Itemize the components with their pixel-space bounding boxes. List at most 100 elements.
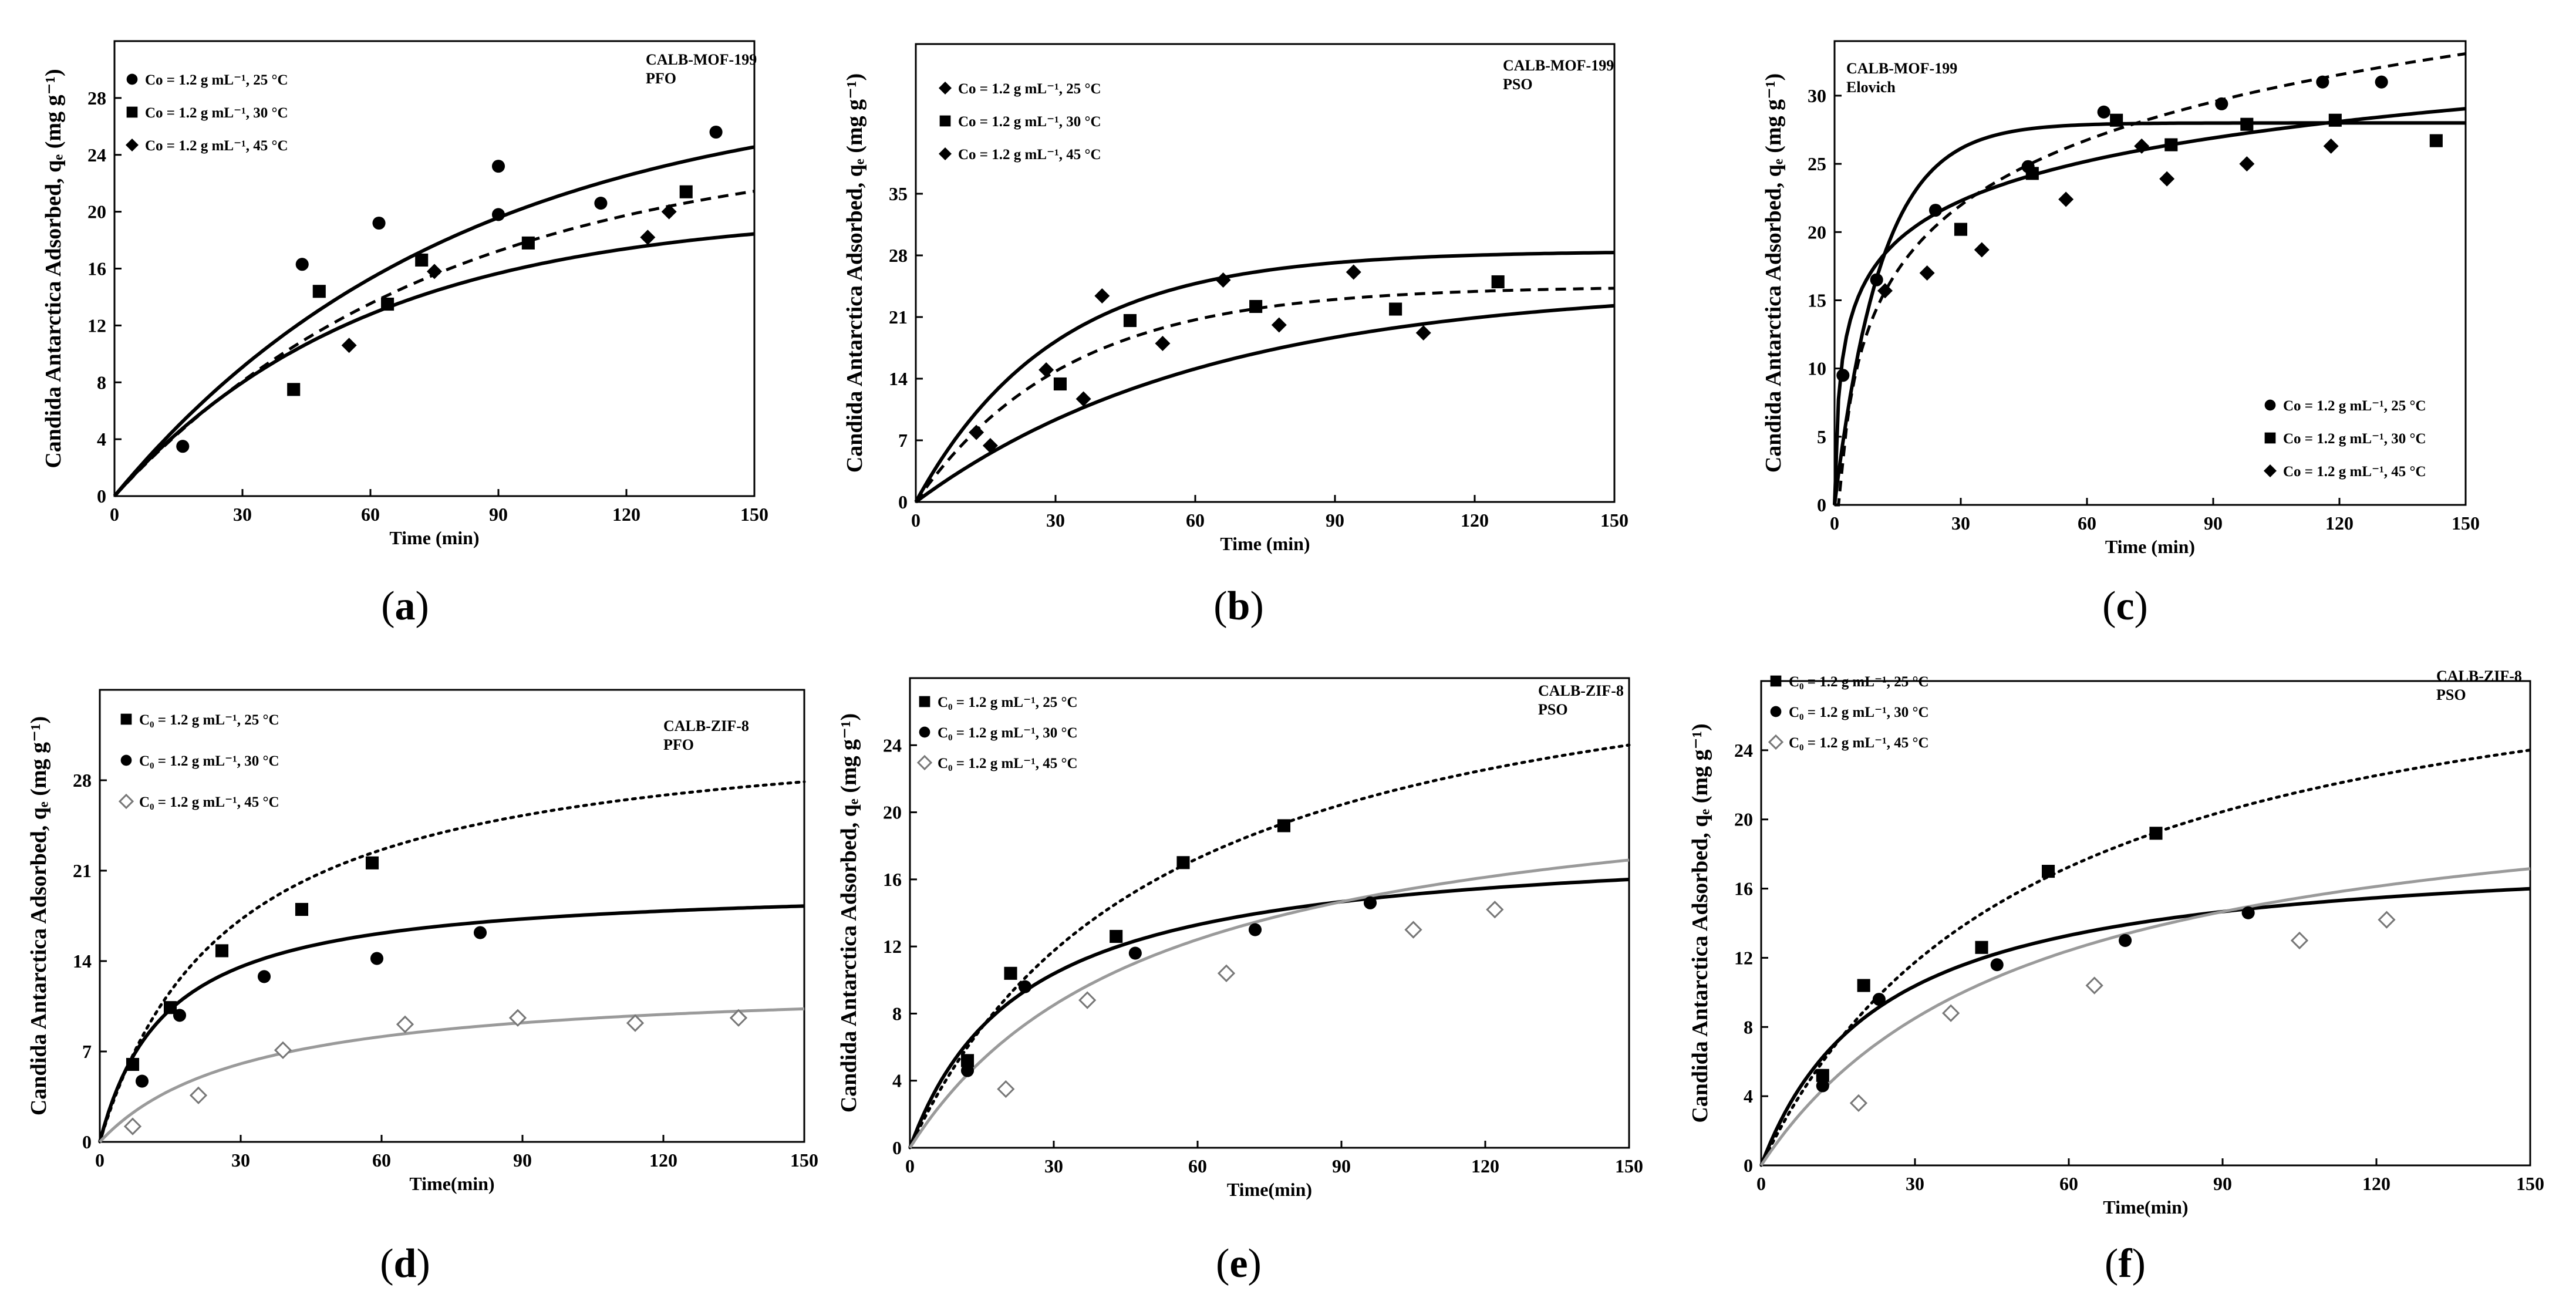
panel-annotation: PSO (2436, 686, 2466, 703)
fit-curve-series-2 (113, 190, 755, 497)
x-tick-label: 30 (1044, 1155, 1063, 1177)
x-tick-label: 30 (1906, 1173, 1924, 1194)
x-tick-label: 60 (1186, 510, 1205, 531)
legend-label-series-3: Co = 1.2 g mL⁻¹, 45 °C (145, 138, 288, 154)
data-point-series-2 (960, 1064, 975, 1077)
x-axis-title: Time(min) (2103, 1196, 2188, 1218)
data-point-series-2 (473, 926, 487, 939)
x-tick-label: 120 (1461, 510, 1489, 531)
fit-curve-series-1 (1759, 749, 2532, 1167)
data-point-series-2 (1954, 223, 1968, 236)
x-tick-label: 90 (513, 1150, 532, 1171)
y-tick-label: 14 (889, 368, 908, 389)
y-tick-label: 4 (1744, 1086, 1753, 1107)
legend-marker-series-2 (1770, 706, 1782, 717)
legend-marker-series-2 (2264, 432, 2276, 444)
legend-label-series-2: Co = 1.2 g mL⁻¹, 30 °C (145, 105, 288, 121)
x-tick-label: 90 (1332, 1155, 1351, 1177)
panel-annotation: PFO (646, 70, 676, 87)
y-tick-label: 8 (1744, 1016, 1753, 1037)
x-tick-label: 150 (1600, 510, 1628, 531)
data-point-series-3 (997, 1080, 1015, 1098)
fit-curve-series-3 (1759, 867, 2531, 1167)
panel-annotation: PSO (1538, 701, 1568, 718)
x-tick-label: 60 (2078, 513, 2096, 534)
data-point-series-2 (1872, 993, 1886, 1006)
data-point-series-1 (1857, 979, 1870, 992)
y-tick-label: 28 (73, 770, 92, 791)
data-point-series-3 (2159, 171, 2175, 187)
data-point-series-3 (661, 204, 677, 220)
data-point-series-1 (491, 208, 505, 221)
panel-annotation: PFO (663, 736, 694, 753)
y-tick-label: 30 (1808, 85, 1826, 106)
caption-letter: d (394, 1241, 417, 1286)
legend-label-series-3: Co = 1.2 g mL⁻¹, 45 °C (2283, 464, 2426, 480)
data-point-series-2 (1128, 946, 1142, 960)
y-tick-label: 24 (1734, 740, 1753, 761)
x-axis-title: Time (min) (389, 527, 479, 548)
data-point-series-1 (1816, 1069, 1829, 1082)
caption-letter: f (2118, 1241, 2132, 1286)
data-point-series-3 (2239, 156, 2255, 172)
data-point-series-2 (312, 285, 326, 298)
y-tick-label: 21 (889, 306, 908, 328)
y-tick-label: 0 (1744, 1155, 1753, 1176)
data-point-series-3 (1078, 991, 1097, 1009)
legend-marker-series-3 (939, 147, 952, 160)
legend-label-series-3: C₀ = 1.2 g mL⁻¹, 45 °C (1789, 735, 1929, 751)
legend-label-series-3: C₀ = 1.2 g mL⁻¹, 45 °C (139, 794, 279, 810)
panel-c: 0 30 60 90 120 150 0 5 10 15 20 25 30 Time (min) Candi… (1761, 40, 2480, 629)
legend-marker-series-3 (1768, 734, 1784, 750)
data-point-series-1 (295, 258, 309, 271)
legend-label-series-1: Co = 1.2 g mL⁻¹, 25 °C (2283, 398, 2426, 414)
x-tick-label: 30 (231, 1150, 250, 1171)
y-tick-label: 35 (889, 183, 908, 204)
x-tick-label: 60 (372, 1150, 391, 1171)
x-tick-label: 150 (1615, 1155, 1643, 1177)
panel-caption: (f) (2105, 1241, 2146, 1286)
fit-curve-series-1 (98, 780, 806, 1144)
data-point-series-3 (1919, 265, 1935, 281)
fit-curve-series-1 (113, 145, 755, 497)
y-axis-title: Candida Antarctica Adsorbed, qₑ (mg g⁻¹) (837, 713, 861, 1113)
data-point-series-2 (2429, 134, 2443, 147)
legend-label-series-2: C₀ = 1.2 g mL⁻¹, 30 °C (139, 753, 279, 769)
data-point-series-1 (126, 1057, 140, 1071)
legend-marker-series-1 (2264, 399, 2276, 411)
panel-annotation: PSO (1503, 76, 1533, 93)
panel-caption: (b) (1213, 584, 1264, 629)
y-tick-label: 21 (73, 860, 92, 881)
y-tick-label: 20 (87, 201, 106, 223)
data-point-series-2 (381, 297, 395, 311)
legend-label-series-1: Co = 1.2 g mL⁻¹, 25 °C (958, 81, 1101, 97)
y-axis-title: Candida Antarctica Adsorbed, qₑ (mg g⁻¹) (842, 73, 867, 473)
data-point-series-2 (173, 1009, 187, 1022)
x-tick-label: 60 (361, 504, 380, 525)
y-tick-label: 12 (1734, 947, 1753, 968)
data-point-series-3 (2134, 138, 2150, 154)
legend-marker-series-3 (118, 793, 134, 810)
legend-marker-series-1 (120, 713, 132, 725)
data-point-series-3 (2058, 191, 2074, 207)
y-tick-label: 16 (1734, 878, 1753, 899)
data-point-series-2 (135, 1074, 149, 1088)
y-tick-label: 24 (883, 734, 902, 756)
legend-marker-series-1 (1770, 675, 1782, 687)
y-tick-label: 8 (892, 1003, 902, 1024)
fit-curve-series-3 (99, 1007, 805, 1143)
panel-annotation: CALB-MOF-199 (1846, 60, 1957, 77)
fit-curve-series-1 (1835, 52, 2466, 507)
data-point-series-2 (1248, 923, 1262, 936)
y-tick-label: 28 (87, 87, 106, 109)
x-axis-title: Time(min) (409, 1173, 494, 1194)
x-tick-label: 90 (1326, 510, 1344, 531)
data-point-series-3 (1271, 317, 1287, 333)
data-point-series-1 (594, 197, 608, 210)
y-tick-label: 28 (889, 245, 908, 266)
panel-annotation: Elovich (1846, 79, 1896, 96)
y-tick-label: 4 (892, 1070, 902, 1091)
panel-annotation: CALB-ZIF-8 (1538, 682, 1624, 699)
data-point-series-1 (491, 160, 505, 173)
